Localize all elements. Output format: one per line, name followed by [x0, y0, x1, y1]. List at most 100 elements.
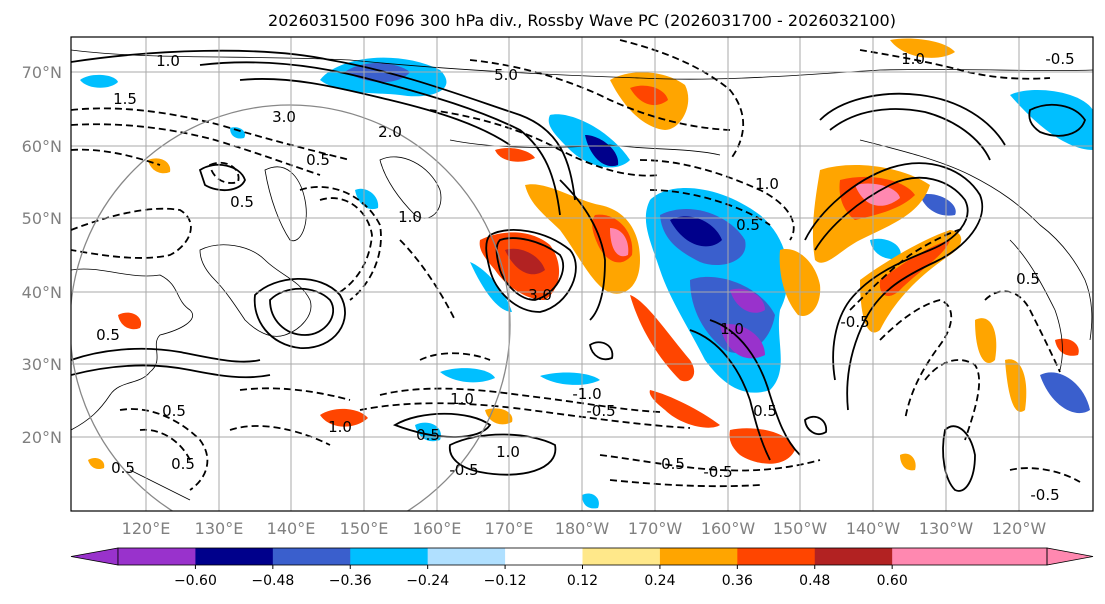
contour-solid [269, 287, 335, 336]
lon-label-150w: 150°W [773, 519, 828, 538]
shade-positive [1055, 338, 1079, 356]
colorbar-extend-max [1046, 547, 1094, 566]
contour-label: 0.5 [753, 402, 777, 420]
contour-solid [804, 415, 827, 435]
shade-negative [1010, 90, 1093, 150]
colorbar-tick-label: −0.36 [329, 573, 372, 589]
contour-dashed [299, 186, 382, 301]
contour-solid [689, 329, 771, 461]
shade-positive [610, 228, 629, 257]
colorbar-segment [272, 548, 351, 565]
colorbar-tick-label: −0.60 [174, 573, 217, 589]
contour-label: -0.5 [703, 463, 732, 481]
lon-label-170w: 170°W [628, 519, 683, 538]
contour-dashed [429, 109, 661, 177]
contour-dashed [359, 402, 691, 429]
coastline-arctic [71, 49, 1093, 80]
colorbar-tick-label: 0.60 [877, 573, 908, 589]
shade-negative [670, 216, 722, 247]
colorbar-tick-label: 0.12 [567, 573, 598, 589]
contour-solid [942, 425, 976, 492]
contour-label: -0.5 [1030, 486, 1059, 504]
shade-negative [920, 194, 956, 216]
contour-label: 3.0 [528, 286, 552, 304]
contour-solid [589, 341, 614, 361]
colorbar-segment [892, 548, 971, 565]
contour-label: -0.5 [1045, 50, 1074, 68]
contour-dashed [849, 227, 966, 311]
contour-solid [814, 176, 969, 381]
shade-negative [470, 262, 512, 312]
lon-label-120w: 120°W [992, 519, 1047, 538]
lon-label-160e: 160°E [413, 519, 462, 538]
contour-dashed [71, 123, 321, 176]
contour-label: 1.0 [328, 418, 352, 436]
contour-solid [71, 364, 271, 379]
shade-positive [320, 408, 368, 427]
shade-negative [355, 188, 379, 210]
contour-label: 2.0 [378, 123, 402, 141]
rossby-contours-dashed [71, 39, 1081, 491]
colorbar-segment [814, 548, 893, 565]
map-panel: 1.0 1.5 3.0 2.0 5.0 1.0 0.5 0.5 1.0 3.0 … [70, 36, 1094, 512]
contour-dashed [924, 359, 981, 441]
contour-dashed [859, 49, 1051, 80]
contour-label: 1.0 [156, 52, 180, 70]
shade-negative [730, 288, 765, 313]
contour-solid [239, 78, 511, 146]
contour-dashed [319, 197, 373, 293]
contour-label: 1.0 [901, 50, 925, 68]
contour-dashed [239, 387, 351, 401]
colorbar-tick-label: 0.24 [644, 573, 675, 589]
contour-solid [199, 61, 561, 216]
colorbar: −0.60 −0.48 −0.36 −0.24 −0.12 0.12 0.24 0.36 0.4… [70, 547, 1094, 589]
contour-solid [819, 92, 1006, 146]
shade-negative [440, 368, 495, 383]
contour-solid [71, 49, 576, 201]
lat-label-70n: 70°N [22, 63, 62, 82]
contour-label: 0.5 [416, 426, 440, 444]
contour-dashed [119, 408, 209, 491]
lat-label-40n: 40°N [22, 283, 62, 302]
coastline-north-america [859, 139, 1093, 341]
colorbar-tick-label: −0.12 [484, 573, 527, 589]
coastline-japan [199, 244, 312, 337]
contour-solid [253, 278, 346, 349]
lon-label-130e: 130°E [195, 519, 244, 538]
shade-negative [540, 372, 600, 385]
contour-label: 3.0 [272, 108, 296, 126]
contour-label: 0.5 [736, 216, 760, 234]
contour-dashed [379, 387, 661, 413]
colorbar-tick-label: −0.48 [251, 573, 294, 589]
rossby-wave-circle [71, 104, 511, 511]
contour-solid [709, 319, 801, 456]
shade-negative [582, 493, 599, 509]
shade-negative [870, 238, 901, 260]
contour-solid [198, 163, 246, 191]
contour-label: -0.5 [449, 461, 478, 479]
contour-label: 1.0 [450, 390, 474, 408]
contour-solid [804, 162, 983, 411]
contour-solid [1028, 103, 1086, 137]
contour-label: 0.5 [171, 455, 195, 473]
colorbar-segment [737, 548, 816, 565]
lon-label-150e: 150°E [340, 519, 389, 538]
contour-dashed [209, 161, 240, 184]
contour-dashed [229, 425, 331, 446]
contour-label: 0.5 [661, 455, 685, 473]
contour-dashed [619, 39, 745, 161]
contour-label: 1.0 [720, 320, 744, 338]
coastlines [71, 49, 1093, 501]
contour-dashed [399, 239, 456, 321]
contour-label: 0.5 [96, 326, 120, 344]
contour-solid [559, 179, 606, 321]
contour-solid [392, 412, 492, 438]
contour-solid [495, 237, 565, 301]
contour-label: 1.0 [755, 175, 779, 193]
shade-negative [230, 127, 246, 139]
shade-negative [1040, 372, 1090, 414]
contour-dashed [1009, 467, 1081, 483]
contour-label: 0.5 [230, 193, 254, 211]
lat-label-30n: 30°N [22, 355, 62, 374]
